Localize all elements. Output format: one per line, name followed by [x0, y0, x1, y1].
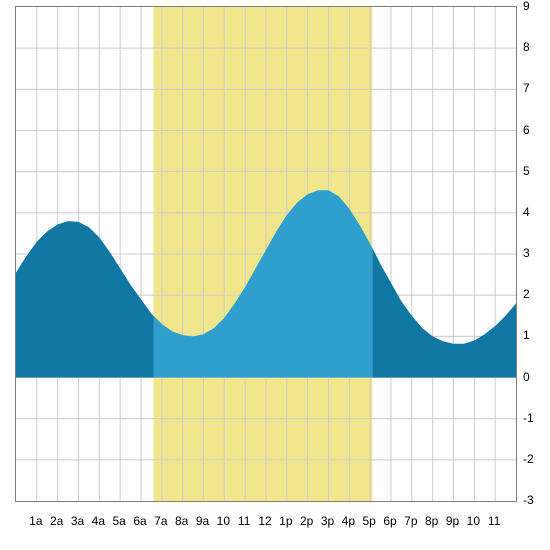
x-tick-label: 11	[238, 514, 250, 528]
y-tick-label: -1	[523, 411, 534, 425]
x-tick-label: 6p	[383, 514, 396, 528]
x-tick-label: 1a	[29, 514, 42, 528]
x-tick-label: 5p	[362, 514, 375, 528]
y-tick-label: 1	[523, 328, 530, 342]
x-tick-label: 9a	[196, 514, 209, 528]
x-tick-label: 7p	[404, 514, 417, 528]
x-tick-label: 2p	[300, 514, 313, 528]
chart-plot-area	[15, 6, 517, 502]
x-tick-label: 8a	[175, 514, 188, 528]
y-tick-label: 6	[523, 123, 530, 137]
x-tick-label: 8p	[425, 514, 438, 528]
y-tick-label: 2	[523, 287, 530, 301]
tide-chart: Moonrise N/A Moonset 01:44P -3-2-1012345…	[0, 0, 550, 550]
x-tick-label: 10	[217, 514, 230, 528]
chart-svg	[16, 7, 516, 501]
y-tick-label: 8	[523, 40, 530, 54]
x-tick-label: 3p	[321, 514, 334, 528]
y-tick-label: 9	[523, 0, 530, 13]
x-tick-label: 10	[467, 514, 480, 528]
x-tick-label: 9p	[446, 514, 459, 528]
y-tick-label: 7	[523, 81, 530, 95]
x-tick-label: 12	[258, 514, 271, 528]
y-tick-label: 0	[523, 370, 530, 384]
y-tick-label: -3	[523, 493, 534, 507]
x-tick-label: 2a	[50, 514, 63, 528]
x-tick-label: 4p	[342, 514, 355, 528]
x-tick-label: 11	[488, 514, 500, 528]
x-tick-label: 3a	[71, 514, 84, 528]
x-tick-label: 4a	[92, 514, 105, 528]
y-tick-label: -2	[523, 452, 534, 466]
x-tick-label: 5a	[112, 514, 125, 528]
y-tick-label: 3	[523, 246, 530, 260]
y-tick-label: 5	[523, 164, 530, 178]
x-tick-label: 6a	[133, 514, 146, 528]
y-tick-label: 4	[523, 205, 530, 219]
x-tick-label: 1p	[279, 514, 292, 528]
x-tick-label: 7a	[154, 514, 167, 528]
